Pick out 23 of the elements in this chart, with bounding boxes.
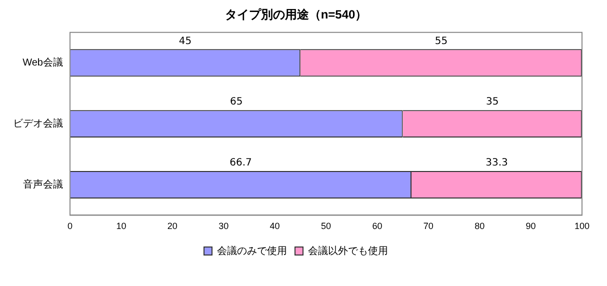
- x-tick-label: 70: [423, 221, 434, 232]
- x-tick-label: 40: [270, 221, 280, 232]
- x-tick-label: 60: [372, 221, 382, 232]
- data-label: 65: [230, 96, 243, 108]
- x-tick-label: 90: [526, 221, 536, 232]
- y-tick-label: 音声会議: [23, 178, 63, 190]
- data-label: 35: [486, 96, 499, 108]
- x-tick-label: 100: [574, 221, 590, 232]
- legend-label: 会議のみで使用: [217, 244, 287, 257]
- data-label: 66.7: [230, 158, 252, 169]
- y-tick-label: Web会議: [22, 56, 63, 69]
- chart-title: タイプ別の用途（n=540）: [224, 8, 368, 22]
- x-tick-label: 50: [320, 221, 332, 232]
- data-label: 45: [178, 36, 192, 47]
- x-tick-label: 80: [474, 221, 485, 232]
- x-tick-label: 20: [167, 221, 178, 232]
- data-label: 55: [434, 36, 448, 47]
- x-tick-label: 10: [116, 221, 126, 232]
- y-tick-label: ビデオ会議: [13, 118, 63, 130]
- x-tick-label: 30: [218, 221, 229, 232]
- x-tick-label: 0: [67, 221, 73, 232]
- legend-label: 会議以外でも使用: [308, 244, 388, 257]
- data-label: 33.3: [486, 158, 508, 169]
